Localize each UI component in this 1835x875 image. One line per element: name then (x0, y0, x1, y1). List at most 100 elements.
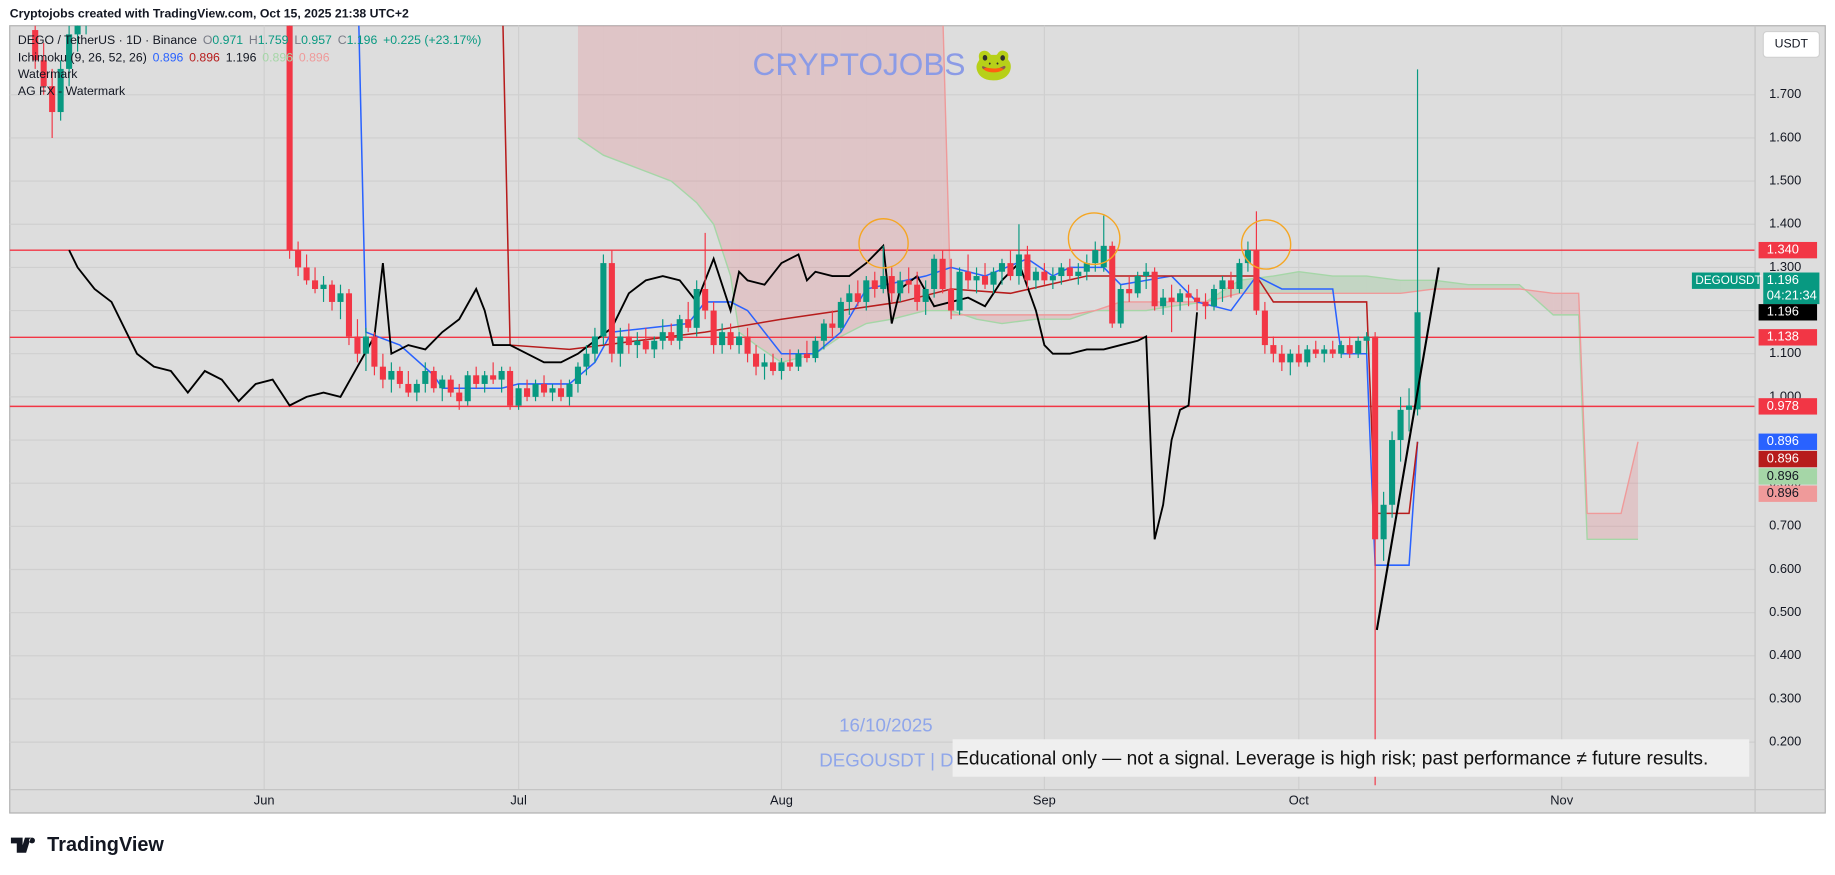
legend-item: C (338, 33, 347, 47)
candle-body (1117, 288, 1124, 324)
candle-body (1270, 345, 1277, 354)
candle-body (829, 323, 836, 328)
price-label: 0.896 (1767, 468, 1799, 483)
candle-body (1066, 267, 1073, 277)
candle-body (786, 362, 794, 367)
legend-item: 1.196 (226, 51, 257, 65)
candle-body (651, 340, 658, 350)
candle-body (295, 250, 302, 268)
candle-body (557, 388, 565, 397)
watermark-symbol: DEGOUSDT | D (819, 749, 953, 770)
candle-body (379, 366, 386, 380)
footer-logo: TradingView (10, 834, 164, 856)
logo-mark (10, 837, 35, 853)
candle-body (956, 271, 963, 311)
y-tick-label: 0.400 (1769, 647, 1801, 662)
candle-body (795, 353, 802, 367)
x-tick-label: Jun (254, 793, 275, 808)
candle-body (803, 353, 810, 359)
candle-body (744, 336, 751, 354)
candle-body (1092, 250, 1099, 264)
candle-body (668, 332, 675, 341)
candle-body (464, 375, 471, 402)
level-label: 0.978 (1767, 398, 1799, 413)
cloud-fill (756, 25, 782, 363)
candle-body (1397, 409, 1404, 441)
watermark-date: 16/10/2025 (839, 714, 933, 735)
x-tick-label: Sep (1033, 793, 1056, 808)
highlight-circle (1240, 219, 1292, 270)
candle-body (897, 280, 904, 294)
cloud-fill (696, 25, 714, 225)
candle-body (981, 276, 989, 285)
legend-row: DEGO / TetherUS · 1D · Binance O0.971 H1.7… (18, 33, 481, 47)
candle-body (905, 280, 912, 285)
legend-item: L (294, 33, 301, 47)
candle-body (49, 86, 56, 113)
candle-body (998, 263, 1006, 272)
candle-body (413, 383, 420, 393)
candle-body (549, 388, 556, 393)
candle-body (1346, 345, 1353, 354)
price-label: 0.896 (1767, 433, 1799, 448)
candle-body (778, 362, 785, 371)
candle-body (753, 353, 760, 367)
candle-body (574, 366, 581, 384)
candle-body (990, 271, 997, 285)
cloud-fill (1298, 271, 1333, 294)
countdown: 04:21:34 (1767, 287, 1817, 302)
cloud-fill (730, 25, 740, 333)
candle-body (430, 370, 437, 389)
candle-body (685, 319, 692, 328)
candle-body (498, 370, 505, 380)
candle-body (583, 353, 590, 367)
highlight-circle (858, 218, 909, 269)
candle-body (312, 280, 319, 289)
candle-body (922, 288, 929, 302)
candle-body (1236, 263, 1243, 289)
y-tick-label: 0.700 (1769, 518, 1801, 533)
candle-body (1278, 353, 1285, 363)
candle-body (863, 280, 870, 302)
currency-button[interactable] (1762, 30, 1820, 58)
level-label-box (1758, 398, 1818, 415)
x-tick-label: Aug (770, 793, 793, 808)
candle-body (1024, 254, 1031, 281)
candle-body (1253, 250, 1260, 311)
candle-body (1321, 349, 1328, 354)
candle-body (710, 310, 717, 346)
candle-body (608, 263, 615, 354)
candle-body (303, 267, 310, 281)
price-label-box (1758, 485, 1818, 502)
legend-item: H (249, 33, 258, 47)
currency-label[interactable]: USDT (1775, 37, 1809, 51)
candle-body (727, 332, 734, 346)
cloud-fill (1035, 314, 1070, 320)
cloud-fill (739, 25, 757, 346)
candle-body (1304, 349, 1311, 363)
cloud-fill (1553, 293, 1579, 315)
candle-body (642, 340, 649, 350)
legend-item: +0.225 (+23.17%) (383, 33, 481, 47)
candle-body (396, 370, 403, 384)
cloud-fill (1621, 441, 1639, 540)
candle-body (1389, 440, 1396, 505)
disclaimer-box (952, 739, 1750, 777)
indicator-line (358, 25, 1419, 566)
candle-body (693, 288, 700, 328)
candle-body (1355, 340, 1362, 354)
x-tick-label: Oct (1289, 793, 1309, 808)
candle-body (1058, 267, 1065, 277)
candle-body (566, 383, 573, 397)
y-tick-label: 1.700 (1769, 86, 1801, 101)
candle-body (1151, 271, 1158, 307)
candle-body (532, 383, 539, 397)
cloud-fill (866, 25, 892, 324)
price-label-box (1763, 272, 1820, 305)
y-tick-label: 0.200 (1769, 734, 1801, 749)
candle-body (871, 280, 878, 289)
candle-body (625, 336, 632, 346)
candle-body (422, 370, 429, 384)
candle-body (57, 68, 64, 113)
